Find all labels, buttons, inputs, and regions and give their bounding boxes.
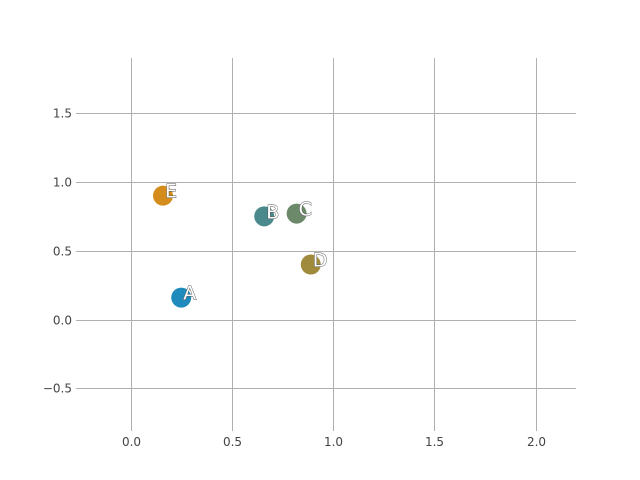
point-label-d: D [313, 250, 328, 272]
y-tick-label: −0.5 [43, 382, 72, 396]
x-tick-label: 1.0 [324, 435, 343, 449]
x-tick-label: 1.5 [425, 435, 444, 449]
scatter-point-a [171, 287, 192, 308]
scatter-point-e [153, 185, 174, 206]
scatter-point-b [254, 206, 275, 227]
grid [80, 58, 576, 427]
x-tick-label: 0.5 [223, 435, 242, 449]
x-tick-label: 2.0 [527, 435, 546, 449]
point-label-a: A [183, 283, 196, 305]
point-label-e: E [165, 181, 177, 203]
y-tick-label: 1.0 [53, 176, 72, 190]
point-labels: A B C D E [165, 180, 328, 305]
y-tick-label: 0.5 [53, 245, 72, 259]
axis-ticks: 0.0 0.5 1.0 1.5 2.0 −0.5 0.0 0.5 1.0 1.5 [43, 107, 546, 450]
y-tick-label: 1.5 [53, 107, 72, 121]
x-tick-label: 0.0 [122, 435, 141, 449]
data-points [153, 185, 321, 308]
point-label-c: C [299, 199, 312, 221]
scatter-point-c [286, 203, 307, 224]
scatter-point-d [300, 254, 321, 275]
y-tick-label: 0.0 [53, 314, 72, 328]
point-label-b: B [266, 201, 279, 223]
